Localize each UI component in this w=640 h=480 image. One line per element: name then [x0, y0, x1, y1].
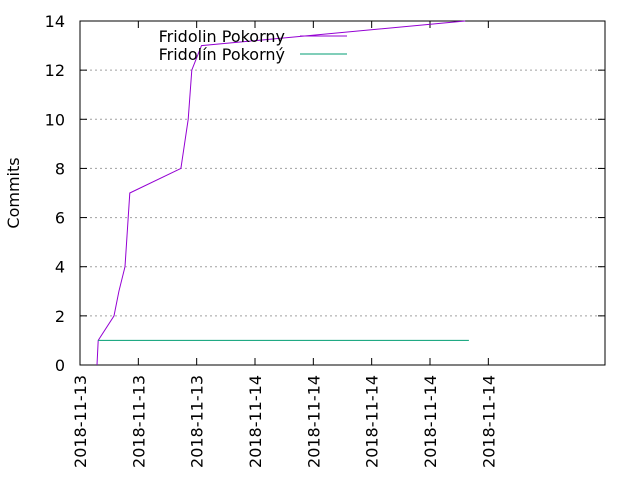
x-tick-label: 2018-11-13: [188, 375, 207, 468]
y-axis-title: Commits: [4, 157, 23, 228]
plot-area-border: [79, 20, 606, 366]
legend-entry-label: Fridolin Pokorny: [159, 27, 285, 46]
y-tick-label: 0: [55, 356, 65, 375]
grid-lines: [80, 69, 605, 317]
y-tick-label: 10: [45, 110, 65, 129]
series-line-1: [96, 20, 466, 366]
x-tick-label: 2018-11-13: [71, 375, 90, 468]
y-tick-label: 14: [45, 12, 65, 31]
y-tick-label: 6: [55, 209, 65, 228]
x-tick-label: 2018-11-14: [421, 375, 440, 468]
x-tick-label: 2018-11-14: [479, 375, 498, 468]
series-lines: [96, 20, 469, 366]
x-tick-label: 2018-11-14: [304, 375, 323, 468]
y-tick-label: 12: [45, 61, 65, 80]
legend-entry-label: Fridolín Pokorný: [159, 45, 285, 64]
y-tick-label: 4: [55, 258, 65, 277]
y-tick-label: 8: [55, 159, 65, 178]
axis-ticks: 0 2 4 6 8 10 12 14 2018-11-13 2018-11-13 2018-11-1…: [45, 12, 605, 468]
x-tick-label: 2018-11-14: [246, 375, 265, 468]
x-tick-label: 2018-11-14: [363, 375, 382, 468]
x-tick-label: 2018-11-13: [129, 375, 148, 468]
y-tick-label: 2: [55, 307, 65, 326]
